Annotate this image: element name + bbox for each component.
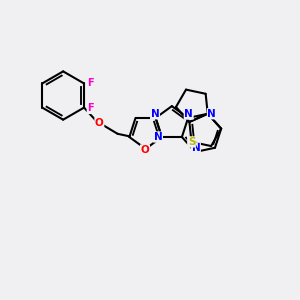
Text: N: N (184, 109, 193, 119)
Text: F: F (87, 78, 94, 88)
Text: O: O (141, 145, 149, 155)
Text: F: F (87, 103, 94, 113)
Text: N: N (151, 109, 159, 119)
Text: N: N (208, 109, 216, 119)
Text: N: N (154, 132, 162, 142)
Text: O: O (95, 118, 104, 128)
Text: N: N (191, 143, 200, 153)
Text: S: S (188, 137, 195, 147)
